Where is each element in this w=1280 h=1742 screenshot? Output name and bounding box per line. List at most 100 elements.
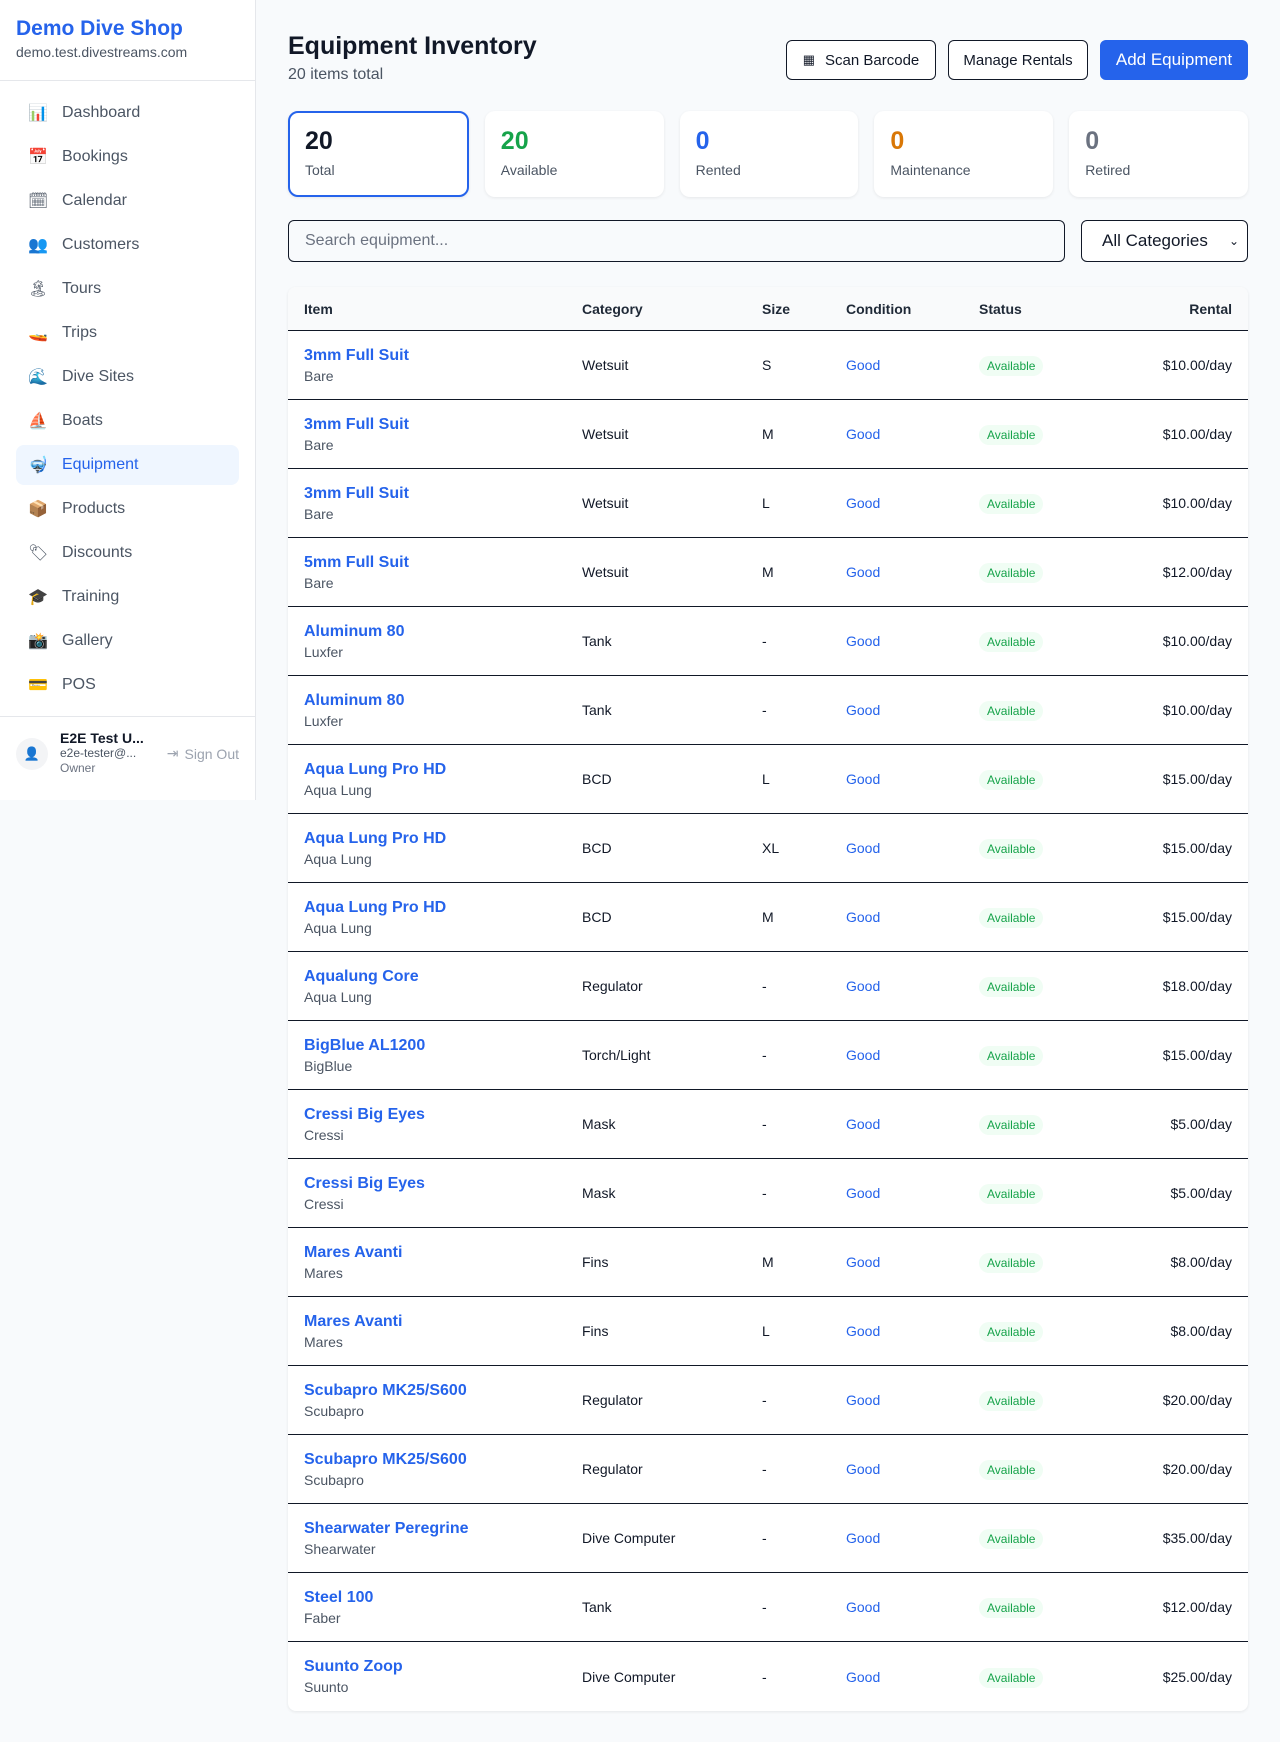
stat-card-retired[interactable]: 0 Retired <box>1069 111 1248 197</box>
category-cell: Wetsuit <box>582 564 629 580</box>
tag-icon: 🏷 <box>28 545 49 562</box>
item-name-link[interactable]: Suunto Zoop <box>304 1658 403 1675</box>
table-row: BigBlue AL1200 BigBlue Torch/Light - Good Ava… <box>288 1021 1248 1090</box>
stat-value: 20 <box>305 127 333 155</box>
sidebar-item-calendar[interactable]: 🗓 Calendar <box>16 181 239 221</box>
credit-card-icon: 💳 <box>28 677 48 694</box>
item-brand: Mares <box>304 1333 343 1350</box>
sidebar-item-trips[interactable]: 🚤 Trips <box>16 313 239 353</box>
item-name-link[interactable]: 3mm Full Suit <box>304 415 409 433</box>
manage-rentals-button[interactable]: Manage Rentals <box>948 40 1088 80</box>
category-select[interactable]: All Categories ⌄ <box>1081 220 1248 262</box>
category-cell: Wetsuit <box>582 426 629 442</box>
status-badge: Available <box>979 1460 1044 1480</box>
item-name-link[interactable]: Scubapro MK25/S600 <box>304 1450 467 1468</box>
rental-price-cell: $10.00/day <box>1162 633 1232 649</box>
sidebar-item-label: Products <box>62 500 126 517</box>
sidebar-item-training[interactable]: 🎓 Training <box>16 577 239 617</box>
size-cell: L <box>762 771 770 787</box>
item-brand: Aqua Lung <box>304 919 372 936</box>
stat-card-rented[interactable]: 0 Rented <box>679 111 859 197</box>
condition-cell: Good <box>846 426 881 442</box>
item-brand: Mares <box>304 1264 343 1281</box>
status-badge: Available <box>979 1115 1044 1135</box>
item-name-link[interactable]: 3mm Full Suit <box>304 484 409 502</box>
status-badge: Available <box>979 1184 1044 1204</box>
sidebar-item-boats[interactable]: ⛵ Boats <box>16 401 239 441</box>
table-row: Aluminum 80 Luxfer Tank - Good Available $10.0… <box>288 607 1248 676</box>
item-brand: Cressi <box>304 1126 344 1143</box>
item-name-link[interactable]: Aqua Lung Pro HD <box>304 898 447 916</box>
status-cell: Available <box>979 1046 1044 1066</box>
sidebar-item-equipment[interactable]: 🤿 Equipment <box>16 445 239 485</box>
item-name-link[interactable]: Mares Avanti <box>304 1312 403 1330</box>
item-name-link[interactable]: Cressi Big Eyes <box>304 1105 425 1123</box>
sign-out-label: Sign Out <box>184 745 239 762</box>
item-name-link[interactable]: Mares Avanti <box>304 1243 403 1261</box>
item-name-link[interactable]: Aqua Lung Pro HD <box>304 829 447 847</box>
category-cell: Tank <box>582 633 612 649</box>
item-name-link[interactable]: Aqua Lung Pro HD <box>304 760 447 778</box>
item-name-link[interactable]: 5mm Full Suit <box>304 553 409 571</box>
stat-card-available[interactable]: 20 Available <box>484 111 664 197</box>
item-cell: Aqua Lung Pro HD Aqua Lung <box>304 899 446 936</box>
item-cell: Scubapro MK25/S600 Scubapro <box>304 1451 467 1488</box>
item-cell: Shearwater Peregrine Shearwater <box>304 1520 469 1557</box>
sidebar-item-tours[interactable]: 🏝 Tours <box>16 269 239 309</box>
item-name-link[interactable]: Shearwater Peregrine <box>304 1519 469 1537</box>
rental-price-cell: $20.00/day <box>1162 1461 1232 1477</box>
rental-price-cell: $10.00/day <box>1162 702 1232 718</box>
category-value: All Categories <box>1102 231 1208 250</box>
sidebar-item-discounts[interactable]: 🏷 Discounts <box>16 533 239 573</box>
condition-cell: Good <box>846 1461 881 1477</box>
status-badge: Available <box>979 563 1044 583</box>
item-brand: Bare <box>304 505 334 522</box>
status-badge: Available <box>979 1529 1044 1549</box>
search-input[interactable] <box>288 220 1065 262</box>
rental-price-cell: $5.00/day <box>1170 1185 1233 1201</box>
category-cell: Wetsuit <box>582 357 629 373</box>
item-name-link[interactable]: Aluminum 80 <box>304 622 405 640</box>
stat-card-maintenance[interactable]: 0 Maintenance <box>874 111 1054 197</box>
status-badge: Available <box>979 1253 1044 1273</box>
size-cell: M <box>762 564 774 580</box>
status-cell: Available <box>979 1529 1044 1549</box>
sidebar-item-dashboard[interactable]: 📊 Dashboard <box>16 93 239 133</box>
sidebar-item-dive-sites[interactable]: 🌊 Dive Sites <box>16 357 239 397</box>
scan-barcode-button[interactable]: ▦ Scan Barcode <box>786 40 936 80</box>
category-cell: Dive Computer <box>582 1668 676 1685</box>
stat-card-total[interactable]: 20 Total <box>288 111 469 197</box>
category-cell: Tank <box>582 1599 612 1615</box>
shop-name[interactable]: Demo Dive Shop <box>16 17 183 40</box>
sidebar-item-label: Dashboard <box>62 104 141 121</box>
sidebar-item-customers[interactable]: 👥 Customers <box>16 225 239 265</box>
sidebar-item-bookings[interactable]: 📅 Bookings <box>16 137 239 177</box>
sidebar-item-products[interactable]: 📦 Products <box>16 489 239 529</box>
item-brand: Aqua Lung <box>304 850 372 867</box>
sidebar-item-label: Equipment <box>62 456 139 473</box>
sidebar-item-gallery[interactable]: 📸 Gallery <box>16 621 239 661</box>
table-row: 3mm Full Suit Bare Wetsuit S Good Available $1… <box>288 331 1248 400</box>
item-name-link[interactable]: Cressi Big Eyes <box>304 1174 425 1192</box>
item-name-link[interactable]: 3mm Full Suit <box>304 346 409 364</box>
rental-price-cell: $15.00/day <box>1162 771 1232 787</box>
item-brand: Luxfer <box>304 712 343 729</box>
calendar-date-icon: 📅 <box>28 149 48 166</box>
sidebar-item-pos[interactable]: 💳 POS <box>16 665 239 705</box>
table-row: Scubapro MK25/S600 Scubapro Regulator - Good… <box>288 1366 1248 1435</box>
add-equipment-button[interactable]: Add Equipment <box>1100 40 1248 80</box>
sidebar-item-label: Boats <box>62 412 103 429</box>
item-name-link[interactable]: Aluminum 80 <box>304 691 405 709</box>
item-cell: Mares Avanti Mares <box>304 1313 402 1350</box>
status-cell: Available <box>979 425 1044 445</box>
item-name-link[interactable]: Aqualung Core <box>304 967 419 985</box>
item-name-link[interactable]: Steel 100 <box>304 1588 374 1606</box>
condition-cell: Good <box>846 1668 881 1685</box>
sign-out-button[interactable]: ⇥ Sign Out <box>167 745 239 762</box>
item-name-link[interactable]: BigBlue AL1200 <box>304 1036 426 1054</box>
item-name-link[interactable]: Scubapro MK25/S600 <box>304 1381 467 1399</box>
sidebar: Demo Dive Shop demo.test.divestreams.com… <box>0 0 256 800</box>
item-cell: 3mm Full Suit Bare <box>304 485 409 522</box>
sidebar-item-label: Trips <box>62 324 97 341</box>
table-row: Mares Avanti Mares Fins M Good Available $8.00… <box>288 1228 1248 1297</box>
